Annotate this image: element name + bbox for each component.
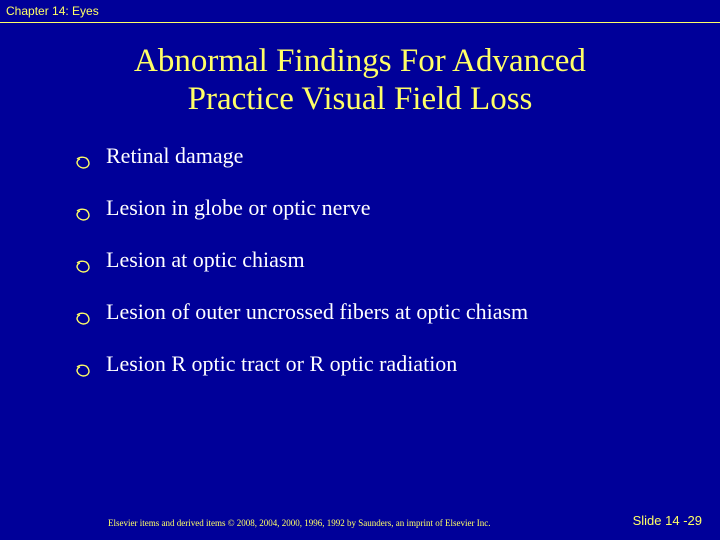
chapter-label: Chapter 14: Eyes [6,4,99,18]
title-line-1: Abnormal Findings For Advanced [134,43,586,79]
list-item: Lesion R optic tract or R optic radiatio… [76,351,680,383]
list-item: Lesion in globe or optic nerve [76,195,680,227]
list-item: Lesion at optic chiasm [76,247,680,279]
slide-number: Slide 14 -29 [633,513,702,528]
list-item: Retinal damage [76,143,680,175]
list-item: Lesion of outer uncrossed fibers at opti… [76,299,680,331]
chapter-header: Chapter 14: Eyes [0,0,720,23]
bullet-icon [76,201,90,227]
copyright-text: Elsevier items and derived items © 2008,… [108,518,491,528]
bullet-icon [76,305,90,331]
bullet-icon [76,357,90,383]
bullet-text: Lesion at optic chiasm [106,247,305,273]
bullet-text: Lesion of outer uncrossed fibers at opti… [106,299,528,325]
bullet-text: Lesion R optic tract or R optic radiatio… [106,351,457,377]
bullet-text: Lesion in globe or optic nerve [106,195,371,221]
slide-title: Abnormal Findings For Advanced Practice … [0,23,720,143]
bullet-icon [76,253,90,279]
footer: Elsevier items and derived items © 2008,… [0,513,720,528]
bullet-list: Retinal damage Lesion in globe or optic … [0,143,720,383]
title-line-2: Practice Visual Field Loss [188,81,533,117]
bullet-text: Retinal damage [106,143,243,169]
bullet-icon [76,149,90,175]
